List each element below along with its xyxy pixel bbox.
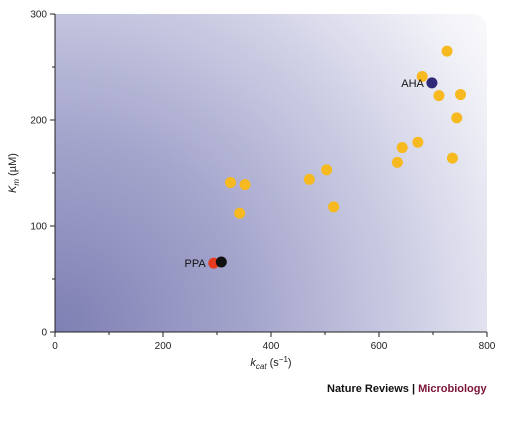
data-point <box>215 256 227 268</box>
data-point <box>321 164 333 176</box>
plot-area <box>55 14 487 332</box>
data-point <box>328 201 340 213</box>
y-axis-label-unit: (µM) <box>7 153 19 179</box>
data-point <box>239 179 251 191</box>
y-tick-label: 100 <box>30 222 47 233</box>
x-tick-label: 400 <box>263 341 280 352</box>
y-tick-label: 0 <box>41 328 47 339</box>
data-points <box>208 45 467 269</box>
data-point <box>416 71 428 83</box>
axes: 0 200 400 600 800 0 100 200 300 <box>30 10 495 353</box>
x-axis-label-unit: (s <box>267 357 280 369</box>
y-tick-label: 300 <box>30 10 47 21</box>
data-point <box>426 77 438 89</box>
credit-separator: | <box>408 383 419 395</box>
y-tick-label: 200 <box>30 116 47 127</box>
x-axis-label: kcat (s−1) <box>250 355 291 371</box>
y-axis-label: Km (µM) <box>7 153 21 193</box>
plot-background <box>55 14 487 332</box>
point-label: AHA <box>401 78 424 90</box>
data-point <box>391 156 403 168</box>
x-tick-label: 600 <box>371 341 388 352</box>
x-axis-label-main: k <box>250 357 256 369</box>
data-point <box>396 142 408 154</box>
data-point <box>455 89 467 101</box>
data-point <box>446 152 458 164</box>
credit-publisher: Nature Reviews <box>327 383 409 395</box>
data-point <box>451 112 463 124</box>
x-tick-label: 0 <box>52 341 58 352</box>
y-axis-label-sub: m <box>12 179 21 186</box>
data-point <box>433 90 445 102</box>
data-point <box>303 173 315 185</box>
x-axis-label-close: ) <box>288 357 292 369</box>
point-label: PPA <box>185 258 207 270</box>
x-tick-label: 800 <box>479 341 496 352</box>
data-point <box>412 136 424 148</box>
x-tick-label: 200 <box>155 341 172 352</box>
data-point <box>225 177 236 189</box>
x-axis-label-sub: cat <box>256 362 267 371</box>
data-point <box>234 207 246 219</box>
credit-journal: Microbiology <box>418 383 487 395</box>
x-axis-label-sup: −1 <box>279 355 289 364</box>
publication-credit: Nature Reviews | Microbiology <box>327 383 487 395</box>
point-annotations: AHA PPA <box>185 78 425 270</box>
y-axis-label-main: K <box>7 185 19 193</box>
data-point <box>441 45 453 57</box>
